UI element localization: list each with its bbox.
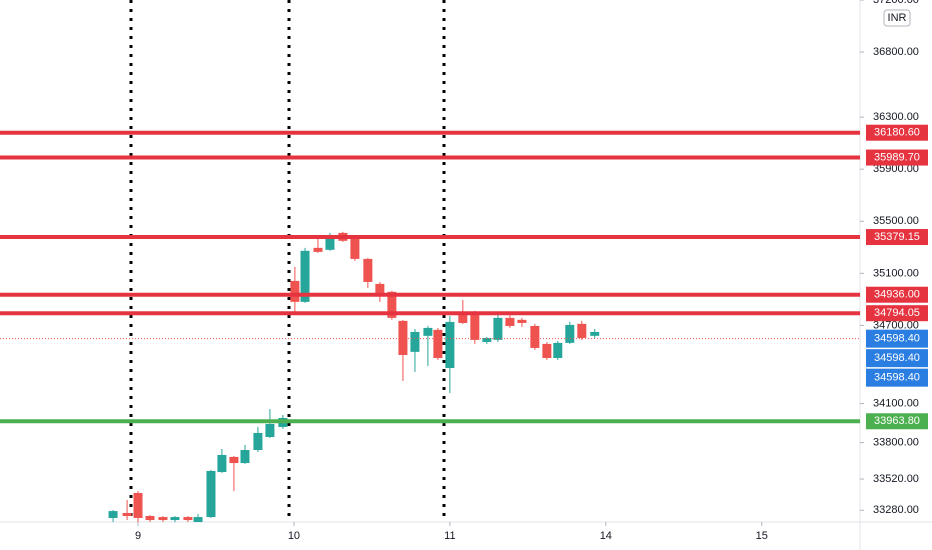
- level-label-box: [866, 124, 928, 141]
- candle-body: [122, 513, 132, 517]
- candle-body: [108, 511, 118, 518]
- x-tick-label: 15: [756, 530, 768, 542]
- level-label-box: [866, 286, 928, 303]
- x-tick-label: 10: [288, 530, 300, 542]
- level-label-box: [866, 229, 928, 246]
- level-label-box: [866, 305, 928, 322]
- candle-body: [158, 517, 168, 521]
- candle-body: [313, 247, 323, 252]
- candle-body: [290, 280, 300, 302]
- currency-box: [883, 9, 911, 27]
- price-label: 34598.40: [874, 372, 920, 384]
- currency: INR: [888, 12, 907, 24]
- price-label: 34598.40: [874, 333, 920, 345]
- candle-body: [300, 250, 310, 302]
- candle-body: [170, 517, 180, 521]
- level-label: 35379.15: [874, 231, 920, 243]
- candle-body: [206, 470, 216, 518]
- candle-body: [505, 317, 515, 326]
- y-tick-label: 36800.00: [873, 46, 919, 58]
- candle-body: [482, 337, 492, 342]
- candle-body: [445, 321, 455, 369]
- level-label: 35989.70: [874, 151, 920, 163]
- x-tick-label: 9: [135, 530, 141, 542]
- price-label: 34598.40: [874, 352, 920, 364]
- candle-body: [590, 331, 600, 336]
- level-label: 33963.80: [874, 415, 920, 427]
- candle-body: [229, 456, 239, 464]
- candle-body: [553, 342, 563, 358]
- level-label-box: [866, 149, 928, 166]
- candle-body: [517, 319, 527, 323]
- y-tick-label: 34100.00: [873, 397, 919, 409]
- y-tick-label: 35100.00: [873, 267, 919, 279]
- candle-body: [398, 320, 408, 355]
- x-tick-label: 11: [444, 530, 455, 542]
- price-label-box: [866, 329, 928, 348]
- candle-body: [423, 327, 433, 336]
- price-label-box: [866, 368, 928, 387]
- level-label: 34794.05: [874, 307, 920, 319]
- candle-body: [387, 291, 397, 318]
- candle-body: [217, 454, 227, 473]
- level-label-box: [866, 413, 928, 430]
- candle-body: [183, 517, 193, 521]
- y-tick-label: 37200.00: [873, 0, 919, 6]
- candle-body: [530, 325, 540, 348]
- candle-body: [193, 517, 203, 522]
- candle-body: [458, 311, 468, 323]
- y-tick-label: 33280.00: [873, 504, 919, 516]
- y-tick-label: 33520.00: [873, 473, 919, 485]
- candle-body: [375, 283, 385, 296]
- candle-body: [133, 492, 143, 518]
- candle-body: [470, 312, 480, 340]
- session-dividers: [129, 0, 446, 522]
- candle-body: [240, 450, 250, 464]
- price-label-box: [866, 349, 928, 368]
- candle-body: [265, 423, 275, 437]
- y-tick-label: 34700.00: [873, 319, 919, 331]
- y-tick-label: 35500.00: [873, 215, 919, 227]
- level-label: 36180.60: [874, 127, 920, 139]
- candle-body: [253, 432, 263, 451]
- candle-body: [565, 324, 575, 343]
- candle-body: [577, 323, 587, 338]
- candle-body: [410, 331, 420, 352]
- y-tick-label: 35900.00: [873, 163, 919, 175]
- level-label: 34936.00: [874, 289, 920, 301]
- candle-body: [433, 329, 443, 358]
- candle-body: [363, 258, 373, 282]
- y-tick-label: 36300.00: [873, 111, 919, 123]
- candle-body: [493, 317, 503, 340]
- y-tick-label: 33800.00: [873, 436, 919, 448]
- candle-body: [145, 516, 155, 521]
- candle-body: [542, 343, 552, 358]
- x-tick-label: 14: [600, 530, 612, 542]
- candle-body: [350, 237, 360, 259]
- candle-body: [325, 235, 335, 250]
